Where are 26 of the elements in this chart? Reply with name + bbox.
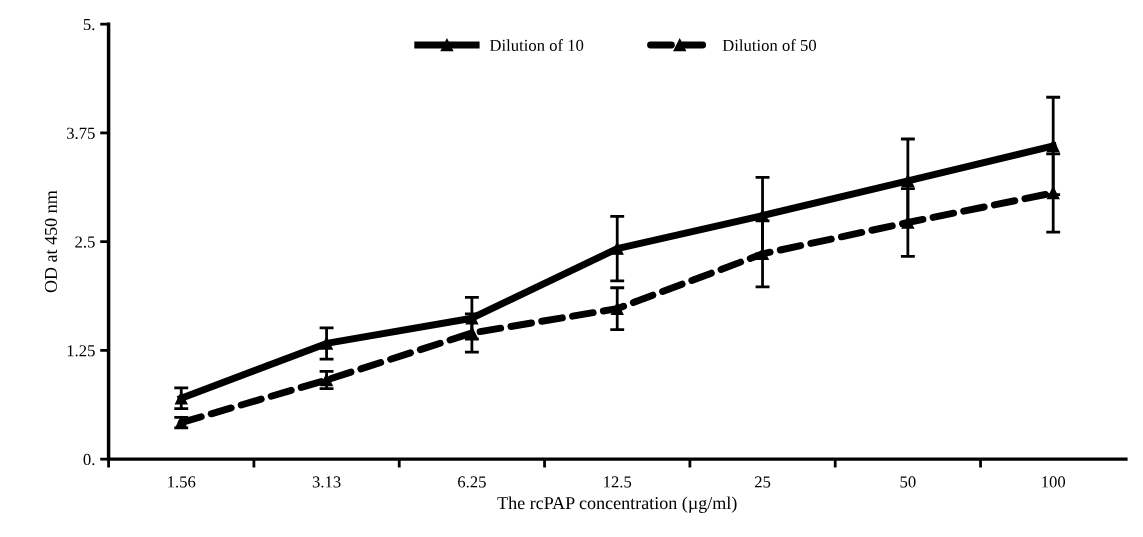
point	[1046, 139, 1060, 153]
point	[756, 247, 769, 261]
legend-label: Dilution of 50	[722, 39, 817, 51]
x-axis-title: The rcPAP concentration (µg/ml)	[497, 496, 737, 513]
point	[610, 242, 624, 255]
y-tick-label: 0.	[83, 453, 95, 466]
point	[1046, 186, 1060, 200]
x-tick-label: 3.13	[312, 476, 341, 488]
x-tick-label: 50	[900, 476, 916, 488]
x-tick-label: 1.56	[168, 476, 196, 488]
point	[901, 216, 915, 229]
point	[320, 373, 333, 387]
x-tick-label: 12.5	[604, 476, 632, 488]
x-tick-label: 25	[754, 476, 771, 488]
y-tick-label: 1.25	[67, 345, 95, 357]
y-tick-label: 2.5	[75, 236, 95, 248]
x-tick-label: 6.25	[458, 476, 486, 488]
x-tick-label: 100	[1042, 476, 1066, 488]
point	[610, 302, 624, 315]
point	[320, 337, 333, 350]
y-tick-label: 3.75	[67, 127, 95, 139]
y-axis-title: OD at 450 nm	[44, 190, 57, 293]
point	[174, 391, 188, 405]
legend-label: Dilution of 10	[489, 39, 584, 51]
point	[901, 174, 915, 188]
y-tick-label: 5.	[83, 19, 95, 31]
